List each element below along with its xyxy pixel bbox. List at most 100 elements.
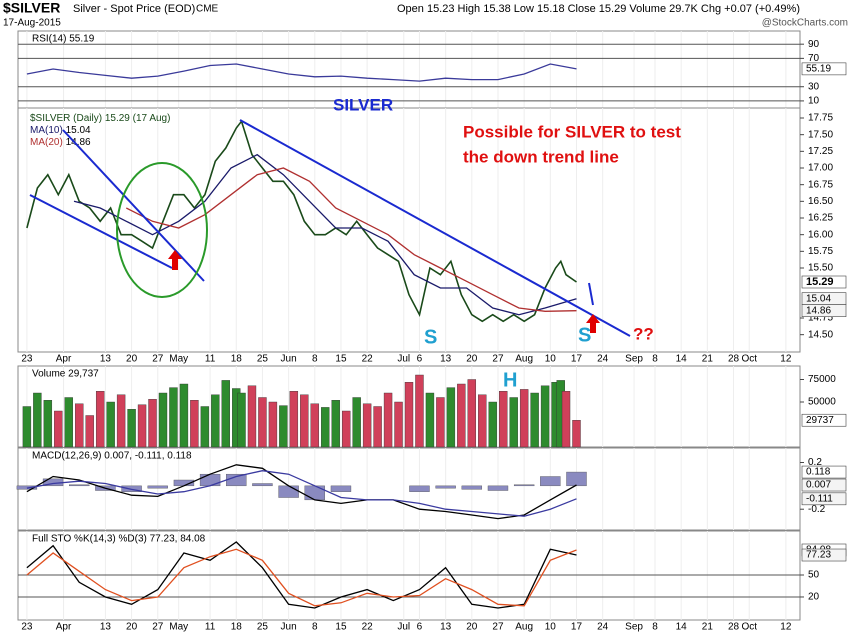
bar	[200, 406, 210, 448]
value-marker	[801, 548, 847, 562]
bar	[85, 415, 94, 448]
bar	[75, 403, 84, 448]
histogram-bar	[252, 483, 273, 487]
value-marker-label: 14.86	[806, 305, 831, 316]
x-tick-label: Aug	[515, 622, 533, 633]
x-tick-label: 14	[676, 622, 688, 633]
value-marker	[801, 478, 847, 492]
x-tick-label: 21	[702, 622, 714, 633]
value-marker-label: 29737	[806, 415, 834, 426]
x-tick-label: 8	[652, 622, 658, 633]
legend-entry: $SILVER (Daily) 15.29 (17 Aug)	[30, 113, 170, 124]
value-marker	[801, 492, 847, 506]
series-line	[73, 153, 577, 316]
panel-label: RSI(14) 55.19	[32, 34, 95, 45]
bar	[300, 394, 309, 448]
bar	[467, 379, 477, 448]
y-tick-label: 15.75	[808, 246, 833, 257]
y-tick-label: -0.2	[808, 504, 826, 515]
y-tick-label: 17.50	[808, 129, 833, 140]
x-tick-label: 8	[312, 622, 318, 633]
circle	[116, 162, 208, 298]
y-tick-label: 20	[808, 592, 820, 603]
bar	[190, 400, 199, 448]
x-tick-label: 27	[492, 354, 504, 365]
bar	[383, 392, 393, 448]
y-tick-label: 14.75	[808, 313, 833, 324]
bar	[478, 394, 487, 448]
value-marker	[801, 275, 847, 289]
annotation: Possible for SILVER to test	[463, 122, 681, 141]
x-tick-label: 10	[545, 354, 557, 365]
trend-line	[29, 194, 173, 269]
annotation: SILVER	[333, 95, 393, 114]
x-tick-label: 12	[780, 354, 792, 365]
x-tick-label: Sep	[625, 354, 643, 365]
bar	[148, 399, 157, 448]
exchange: CME	[196, 4, 219, 15]
bar	[22, 406, 32, 448]
x-tick-label: 25	[257, 354, 269, 365]
symbol: $SILVER	[3, 0, 60, 16]
x-tick-label: 6	[417, 622, 423, 633]
x-tick-label: 15	[335, 622, 347, 633]
panel	[17, 447, 801, 531]
annotation: the down trend line	[463, 147, 619, 166]
series-line	[26, 119, 577, 323]
y-tick-label: 16.25	[808, 213, 833, 224]
series-line	[26, 464, 577, 520]
x-tick-label: 20	[126, 622, 138, 633]
legend-name: MA(10)	[30, 125, 63, 136]
histogram-bar	[69, 484, 90, 487]
x-tick-label: Jun	[281, 354, 297, 365]
value-marker-label: 0.118	[806, 467, 831, 478]
bar	[540, 385, 550, 448]
y-tick-label: 30	[808, 81, 820, 92]
x-tick-label: 23	[21, 354, 33, 365]
y-tick-label: 10	[808, 96, 820, 107]
x-tick-label: 12	[780, 622, 792, 633]
y-tick-label: 17.75	[808, 113, 833, 124]
bar	[289, 391, 299, 448]
panel	[17, 30, 801, 109]
trend-line	[239, 119, 631, 337]
description: Silver - Spot Price (EOD)	[73, 3, 195, 15]
bar	[211, 394, 220, 448]
y-tick-label: 15.50	[808, 263, 833, 274]
drawings	[29, 119, 631, 337]
bar	[158, 392, 168, 448]
x-tick-label: 27	[152, 354, 164, 365]
histogram-bar	[487, 485, 509, 491]
histogram-bar	[199, 473, 221, 487]
x-tick-label: 11	[205, 622, 216, 633]
series-line	[126, 167, 577, 312]
legend-name: $SILVER (Daily) 15.29 (17 Aug)	[30, 113, 170, 124]
y-tick-label: 16.00	[808, 229, 833, 240]
value-marker	[801, 304, 847, 317]
x-tick-label: 18	[231, 354, 243, 365]
histogram-bar	[461, 485, 483, 490]
bar	[268, 401, 278, 448]
bar	[457, 383, 466, 448]
x-tick-label: 28	[728, 622, 740, 633]
legend-entry: MA(20) 14.86	[30, 137, 91, 148]
x-tick-label: Jul	[397, 354, 410, 365]
x-tick-label: 15	[335, 354, 347, 365]
value-marker-label: 77.23	[806, 550, 831, 561]
arrow	[168, 250, 182, 270]
x-tick-label: 27	[152, 622, 164, 633]
legend-value: 14.86	[66, 137, 91, 148]
quote: Open 15.23 High 15.38 Low 15.18 Close 15…	[397, 3, 800, 15]
histogram-bar	[435, 485, 456, 489]
bar	[54, 410, 63, 448]
bar	[95, 391, 105, 448]
bar	[64, 397, 73, 448]
panel-label: Full STO %K(14,3) %D(3) 77.23, 84.08	[32, 534, 206, 545]
panel	[17, 530, 801, 621]
y-tick-label: 17.00	[808, 163, 833, 174]
bar	[331, 400, 340, 448]
x-tick-label: 20	[126, 354, 138, 365]
annotation: S	[424, 326, 437, 348]
bar	[572, 420, 581, 448]
